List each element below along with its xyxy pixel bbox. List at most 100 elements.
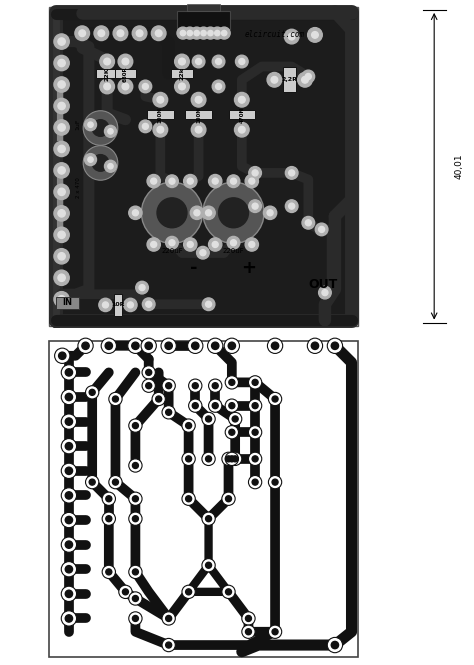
Circle shape [216,84,221,89]
Circle shape [268,625,282,638]
Circle shape [305,73,311,79]
Circle shape [146,301,152,307]
Circle shape [65,418,73,426]
Circle shape [272,342,279,350]
Circle shape [319,286,331,299]
Circle shape [187,178,193,184]
Circle shape [54,98,69,114]
Circle shape [54,249,69,264]
Circle shape [147,238,160,251]
Circle shape [88,122,93,127]
Circle shape [192,382,198,388]
Circle shape [229,379,235,386]
Text: -: - [190,259,197,277]
Circle shape [209,379,222,392]
Bar [55,11,352,321]
Circle shape [142,124,148,129]
Circle shape [61,587,77,601]
Circle shape [248,426,262,439]
Circle shape [179,84,185,89]
Circle shape [142,298,155,311]
Circle shape [98,30,105,37]
Circle shape [249,241,255,247]
Circle shape [136,30,143,37]
Circle shape [267,338,283,354]
Circle shape [183,238,197,251]
Circle shape [162,379,175,392]
Circle shape [141,338,156,354]
Circle shape [302,216,315,229]
Circle shape [271,76,278,83]
Circle shape [59,352,66,359]
Circle shape [232,456,238,462]
Circle shape [182,492,195,505]
Circle shape [100,79,114,94]
Circle shape [268,392,282,406]
Text: OUT: OUT [309,278,338,291]
Circle shape [252,203,258,209]
Circle shape [54,34,69,49]
Circle shape [206,301,211,307]
Circle shape [55,348,70,363]
Circle shape [75,26,90,41]
Circle shape [190,206,203,219]
Circle shape [272,396,278,402]
Circle shape [209,174,222,188]
Bar [283,67,296,92]
Circle shape [225,399,238,412]
Circle shape [206,456,211,462]
Circle shape [206,562,211,568]
Circle shape [146,382,152,388]
Circle shape [112,479,118,485]
Bar [177,11,230,29]
Circle shape [267,72,282,87]
Circle shape [222,585,235,598]
Circle shape [106,496,112,501]
Circle shape [100,54,114,69]
Text: 22K: 22K [105,67,109,80]
Circle shape [192,93,205,106]
Circle shape [94,26,109,41]
Text: 22k: 22k [180,67,184,80]
Circle shape [202,412,215,426]
Circle shape [58,167,65,174]
Circle shape [54,163,69,178]
Circle shape [155,30,162,37]
Circle shape [215,31,220,36]
Circle shape [252,456,258,462]
Circle shape [54,55,69,70]
Circle shape [139,285,145,291]
Circle shape [252,479,258,485]
Bar [96,69,118,78]
Circle shape [132,463,138,468]
Circle shape [101,338,117,354]
Circle shape [112,396,118,402]
Circle shape [157,126,164,133]
Circle shape [308,27,322,42]
Circle shape [186,589,191,595]
Circle shape [105,342,112,350]
Circle shape [65,491,73,499]
Circle shape [61,463,77,478]
Circle shape [305,219,311,225]
Circle shape [169,239,175,246]
Circle shape [166,409,172,415]
Circle shape [188,338,203,354]
Circle shape [226,589,231,595]
Circle shape [161,338,176,354]
Circle shape [189,399,202,412]
Circle shape [226,496,231,501]
Circle shape [177,27,189,39]
Circle shape [58,209,65,217]
Circle shape [186,456,191,462]
Text: 40,01: 40,01 [454,154,463,179]
Circle shape [89,479,95,485]
Circle shape [238,96,245,103]
Circle shape [151,241,157,247]
Circle shape [139,120,152,133]
Circle shape [289,203,295,209]
Circle shape [124,298,137,311]
Circle shape [272,479,278,485]
Circle shape [228,412,242,426]
Circle shape [252,379,258,386]
